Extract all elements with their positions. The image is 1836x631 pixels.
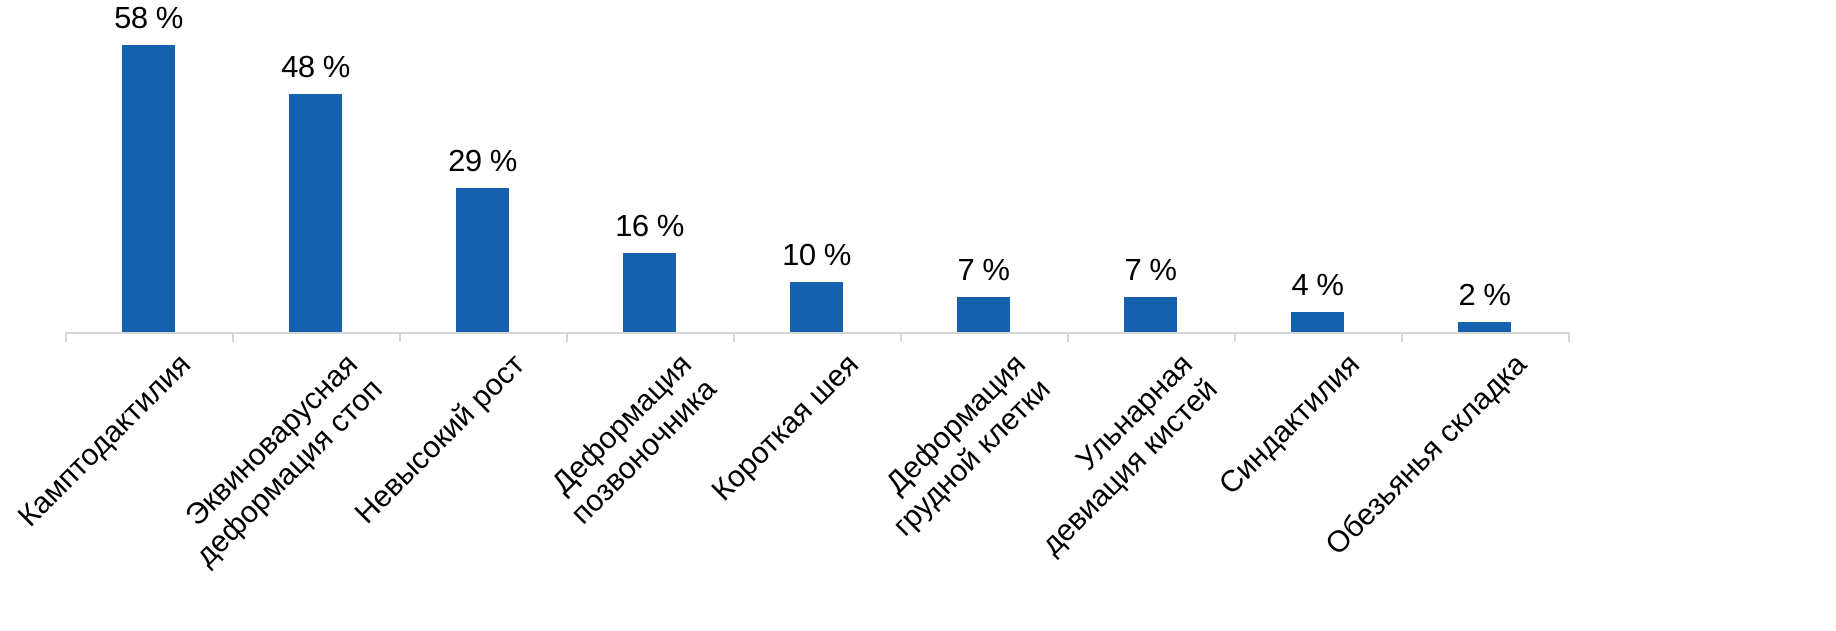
value-label: 4 % [1291,267,1344,302]
bar [1458,322,1511,332]
axis-tick [1067,332,1069,342]
axis-tick [399,332,401,342]
bar [1291,312,1344,332]
value-label: 7 % [1124,252,1177,287]
bar [289,94,342,332]
axis-tick [566,332,568,342]
axis-tick [733,332,735,342]
category-label: Деформация позвоночника [545,347,723,531]
axis-tick [1234,332,1236,342]
axis-tick [1401,332,1403,342]
axis-tick [65,332,67,342]
value-label: 58 % [114,0,183,35]
value-label: 48 % [281,49,350,84]
axis-tick [232,332,234,342]
bar [623,253,676,332]
category-label: Эквиноварусная деформация стоп [178,347,389,573]
bar [790,282,843,332]
bar [957,297,1010,332]
axis-tick [1568,332,1570,342]
value-label: 2 % [1458,277,1511,312]
value-label: 7 % [957,252,1010,287]
value-label: 29 % [448,143,517,178]
axis-tick [900,332,902,342]
bar [1124,297,1177,332]
x-axis-line [65,332,1568,334]
bar [456,188,509,332]
value-label: 10 % [782,237,851,272]
bar [122,45,175,332]
value-label: 16 % [615,208,684,243]
